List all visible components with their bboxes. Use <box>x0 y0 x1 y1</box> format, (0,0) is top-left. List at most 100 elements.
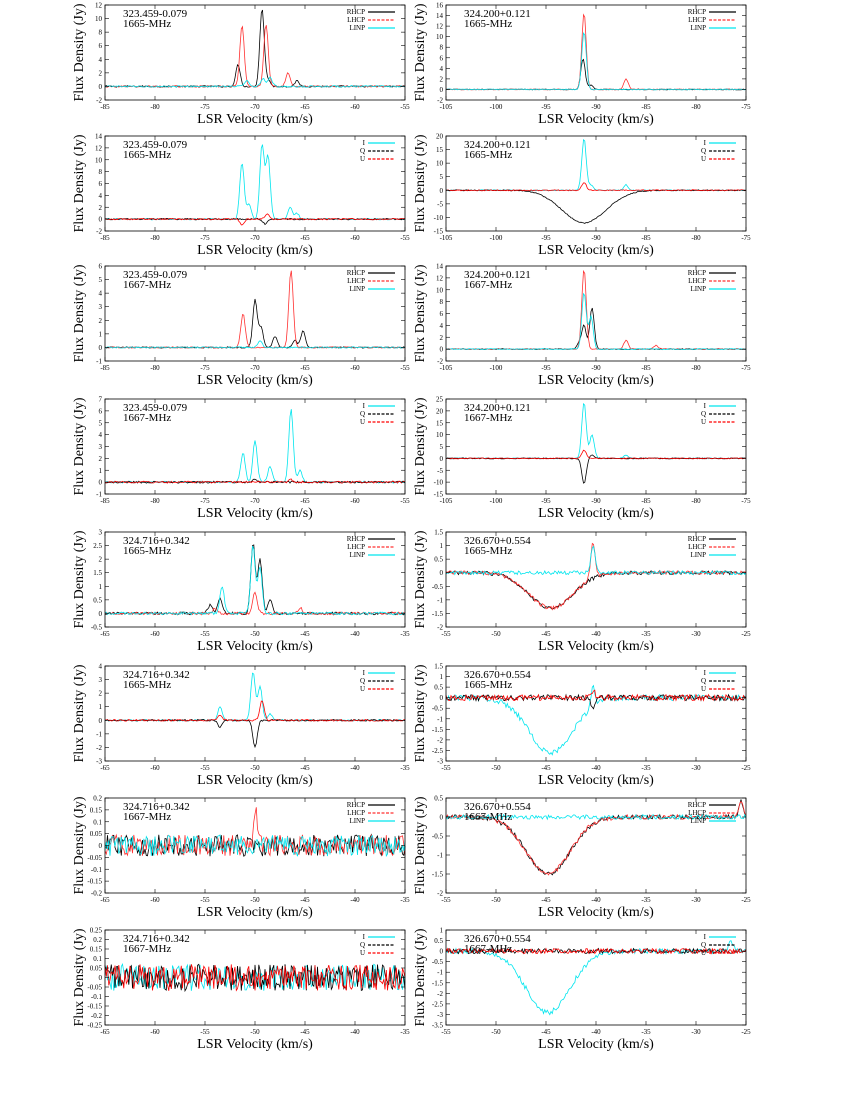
source-name: 326.670+0.554 <box>464 535 531 547</box>
y-tick-label: -2 <box>96 228 102 236</box>
y-tick-label: 1 <box>99 330 103 338</box>
spectrum-line <box>104 298 406 349</box>
x-axis-title: LSR Velocity (km/s) <box>197 905 313 920</box>
y-tick-label: -2 <box>96 97 102 105</box>
y-tick-label: 0 <box>440 569 444 577</box>
y-tick-label: -1 <box>437 715 443 723</box>
spectrum-line <box>445 31 747 91</box>
y-tick-label: -2 <box>437 624 443 632</box>
frequency-label: 1667-MHz <box>464 279 512 291</box>
legend-label: I <box>704 669 707 677</box>
x-tick-label: -65 <box>100 896 110 904</box>
y-tick-label: 2 <box>99 69 103 77</box>
y-tick-label: -0.5 <box>432 958 444 966</box>
frequency-label: 1667-MHz <box>464 811 512 823</box>
x-tick-label: -65 <box>300 103 310 111</box>
y-tick-label: -5 <box>437 467 443 475</box>
x-tick-label: -35 <box>641 896 651 904</box>
legend-label: Q <box>701 410 706 418</box>
x-tick-label: -75 <box>741 234 751 242</box>
y-tick-label: 2 <box>99 455 103 463</box>
y-tick-label: -2 <box>437 990 443 998</box>
source-name: 326.670+0.554 <box>464 933 531 945</box>
legend-label: LINP <box>690 285 706 293</box>
frequency-label: 1667-MHz <box>123 943 171 955</box>
y-tick-label: 10 <box>436 160 444 168</box>
y-tick-label: 1 <box>440 542 444 550</box>
y-axis-title: Flux Density (Jy) <box>72 397 87 495</box>
y-tick-label: -2 <box>437 358 443 366</box>
legend-label: Q <box>701 147 706 155</box>
y-tick-label: 0 <box>99 717 103 725</box>
y-tick-label: 0.5 <box>93 596 102 604</box>
x-tick-label: -85 <box>641 364 651 372</box>
y-tick-label: -1.5 <box>432 979 444 987</box>
x-tick-label: -60 <box>350 234 360 242</box>
x-tick-label: -100 <box>490 234 503 242</box>
x-tick-label: -25 <box>741 1028 751 1036</box>
y-tick-label: 10 <box>95 156 103 164</box>
y-axis-title: Flux Density (Jy) <box>72 3 87 101</box>
y-tick-label: -2 <box>437 736 443 744</box>
x-tick-label: -100 <box>490 103 503 111</box>
x-tick-label: -80 <box>691 497 701 505</box>
y-tick-label: 0 <box>440 346 444 354</box>
x-tick-label: -60 <box>350 364 360 372</box>
x-tick-label: -40 <box>350 1028 360 1036</box>
x-tick-label: -85 <box>100 103 110 111</box>
legend-label: I <box>363 933 366 941</box>
y-tick-label: 2 <box>440 75 444 83</box>
y-tick-label: 0 <box>99 842 103 850</box>
frequency-label: 1665-MHz <box>464 18 512 30</box>
frequency-label: 1665-MHz <box>464 545 512 557</box>
y-tick-label: 0.2 <box>93 936 102 944</box>
spectrum-panel: -65 -60 -55 -50 -45 -40 -35 -0.2 -0.15 -0.1 -0.05 0… <box>72 795 410 921</box>
y-tick-label: 0 <box>440 187 444 195</box>
x-tick-label: -65 <box>300 234 310 242</box>
y-tick-label: -2 <box>96 744 102 752</box>
x-tick-label: -60 <box>350 497 360 505</box>
x-tick-label: -65 <box>100 1028 110 1036</box>
x-axis-title: LSR Velocity (km/s) <box>538 639 654 654</box>
y-axis-title: Flux Density (Jy) <box>72 134 87 232</box>
y-tick-label: 4 <box>99 192 103 200</box>
y-tick-label: 8 <box>99 168 103 176</box>
source-name: 323.459-0.079 <box>123 139 188 151</box>
spectrum-line <box>445 182 747 192</box>
y-tick-label: -1 <box>437 969 443 977</box>
spectrum-panel: -55 -50 -45 -40 -35 -30 -25 -2 -1.5 -1 -0.5 0 0.5 LSR… <box>413 795 751 921</box>
y-tick-label: -2.5 <box>432 1000 444 1008</box>
y-tick-label: -0.15 <box>87 878 102 886</box>
legend-label: Q <box>360 677 365 685</box>
y-tick-label: 4 <box>99 431 103 439</box>
legend-label: LHCP <box>347 543 365 551</box>
x-tick-label: -50 <box>491 1028 501 1036</box>
x-tick-label: -70 <box>250 234 260 242</box>
y-tick-label: -1 <box>96 358 102 366</box>
y-tick-label: 8 <box>440 44 444 52</box>
y-tick-label: 0.15 <box>90 946 103 954</box>
y-axis-title: Flux Density (Jy) <box>72 796 87 894</box>
x-tick-label: -50 <box>491 764 501 772</box>
legend-label: LHCP <box>688 809 706 817</box>
x-axis-title: LSR Velocity (km/s) <box>538 112 654 127</box>
spectrum-line <box>445 947 747 955</box>
legend-label: Q <box>701 941 706 949</box>
y-tick-label: 0.5 <box>434 556 443 564</box>
x-tick-label: -30 <box>691 764 701 772</box>
x-tick-label: -30 <box>691 630 701 638</box>
y-tick-label: 0 <box>440 694 444 702</box>
y-tick-label: -0.5 <box>432 833 444 841</box>
spectrum-line <box>104 962 406 991</box>
y-tick-label: 0.5 <box>434 937 443 945</box>
x-tick-label: -35 <box>641 1028 651 1036</box>
source-name: 326.670+0.554 <box>464 801 531 813</box>
frequency-label: 1665-MHz <box>464 679 512 691</box>
x-tick-label: -80 <box>150 497 160 505</box>
x-axis-title: LSR Velocity (km/s) <box>538 773 654 788</box>
x-tick-label: -90 <box>591 364 601 372</box>
spectrum-line <box>104 25 406 88</box>
legend-label: U <box>701 155 706 163</box>
x-tick-label: -25 <box>741 630 751 638</box>
